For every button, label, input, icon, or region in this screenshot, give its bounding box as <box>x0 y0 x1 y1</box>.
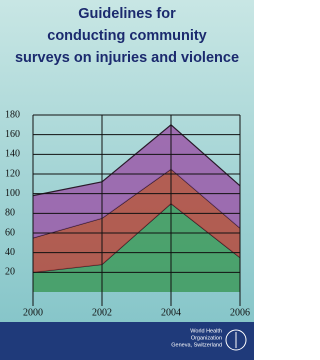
publisher-line: Organization <box>191 335 222 341</box>
x-tick-label: 2002 <box>92 307 112 318</box>
y-tick-label: 140 <box>5 149 20 160</box>
y-tick-label: 160 <box>5 129 20 140</box>
y-tick-label: 20 <box>5 267 15 278</box>
title-line: surveys on injuries and violence <box>15 50 239 66</box>
publisher-line: World Health <box>190 328 222 334</box>
title-line: conducting community <box>47 28 207 44</box>
x-tick-label: 2004 <box>161 307 181 318</box>
y-tick-label: 40 <box>5 247 15 258</box>
x-tick-label: 2006 <box>230 307 250 318</box>
y-tick-label: 120 <box>5 168 20 179</box>
y-tick-label: 80 <box>5 208 15 219</box>
y-tick-label: 180 <box>5 109 20 120</box>
book-cover: Guidelines for conducting community surv… <box>0 0 254 360</box>
y-tick-label: 100 <box>5 188 20 199</box>
title-line: Guidelines for <box>78 6 176 22</box>
publisher-line: Geneva, Switzerland <box>171 342 222 348</box>
y-tick-label: 60 <box>5 227 15 238</box>
x-tick-label: 2000 <box>23 307 43 318</box>
